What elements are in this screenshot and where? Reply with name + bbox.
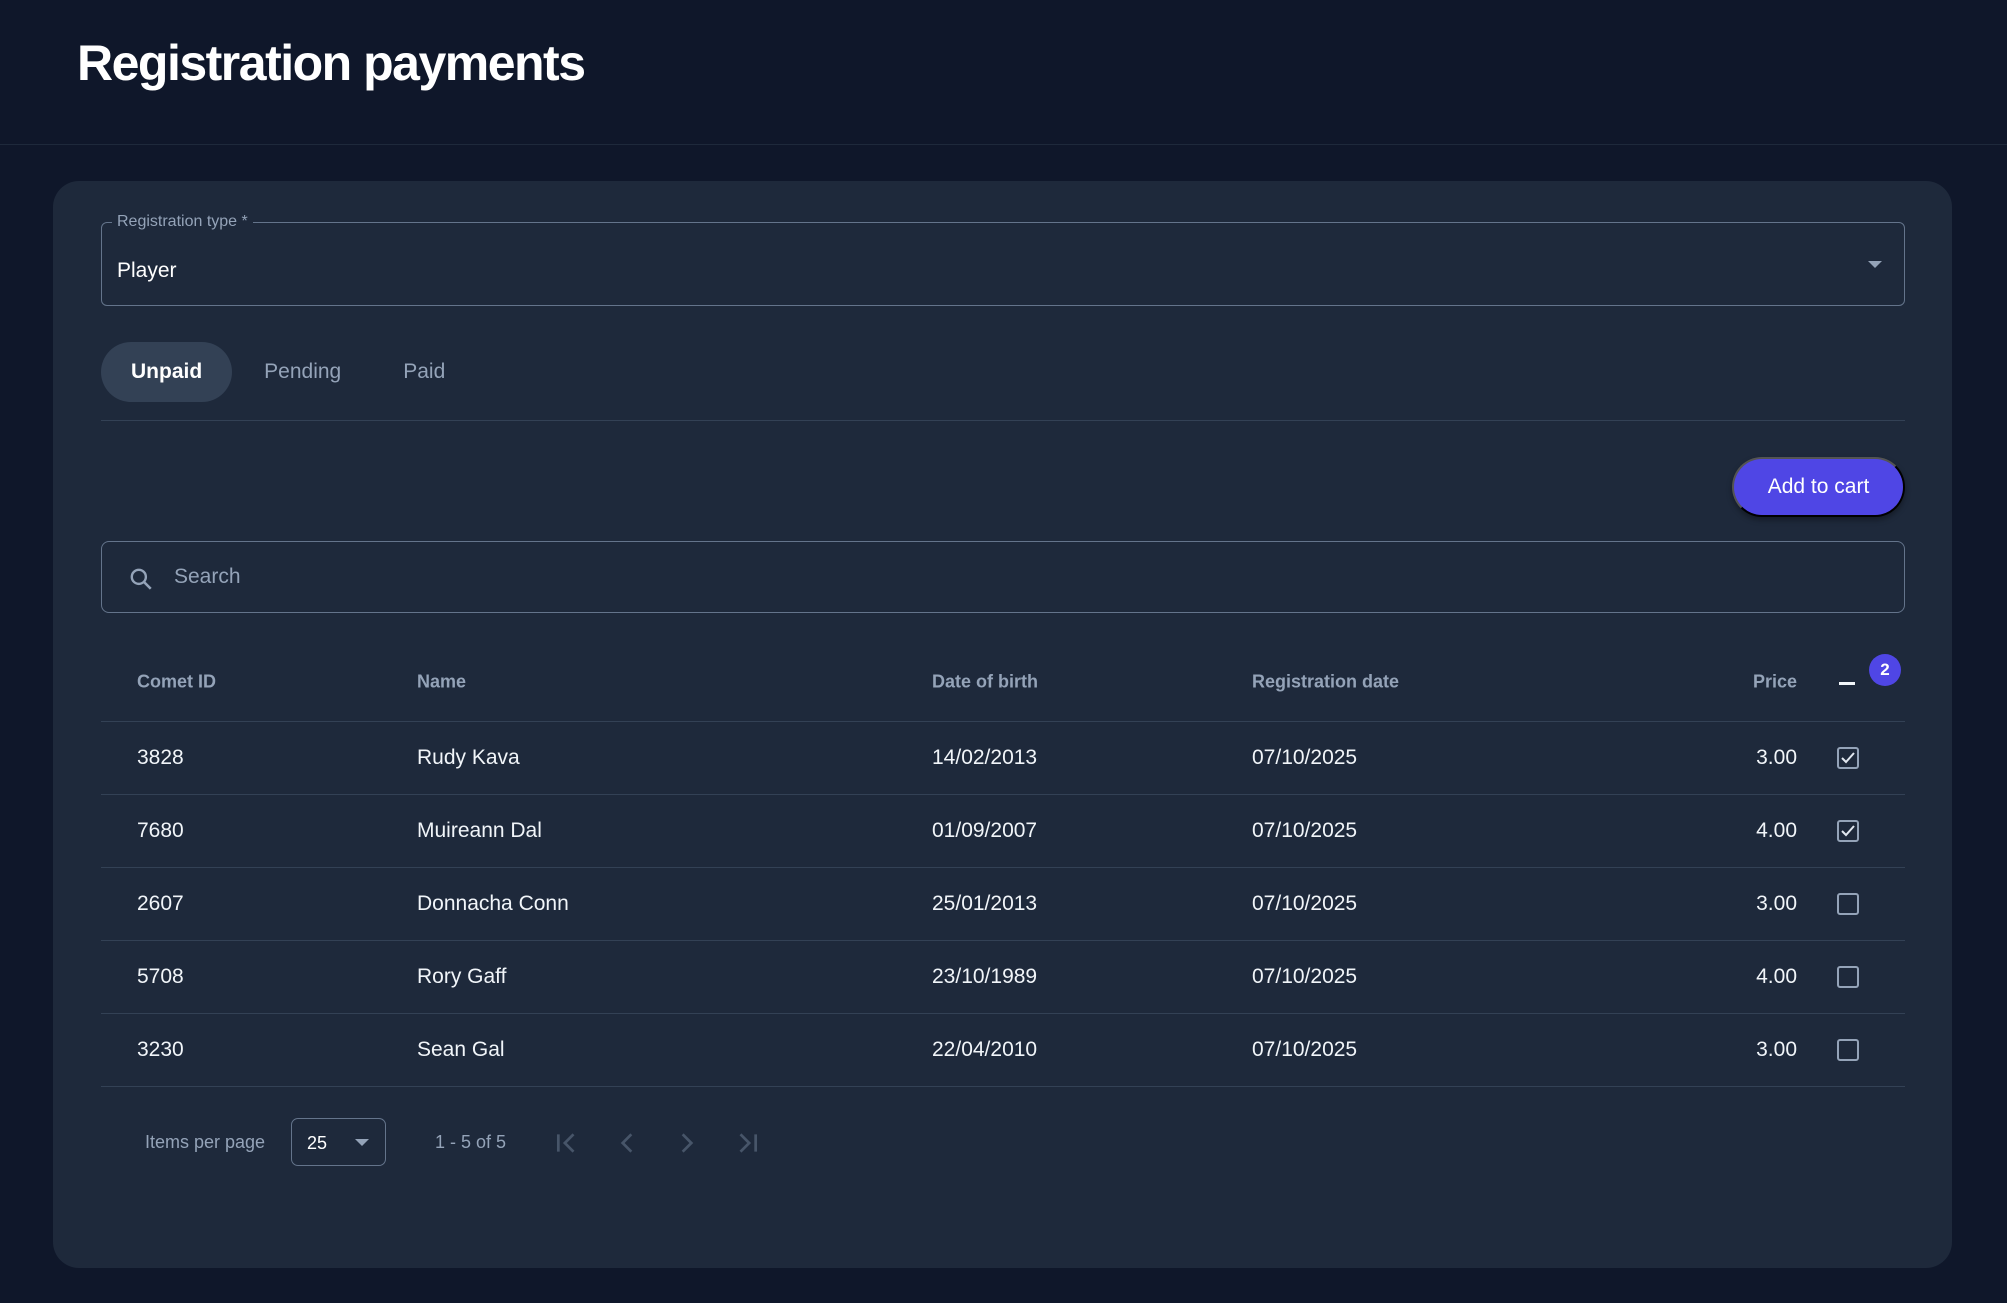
cell-registration-date: 07/10/2025 xyxy=(1252,746,1358,769)
row-checkbox[interactable] xyxy=(1837,747,1859,769)
next-page-icon[interactable] xyxy=(674,1130,700,1156)
cell-name: Rory Gaff xyxy=(417,965,507,988)
tab-unpaid[interactable]: Unpaid xyxy=(101,342,233,402)
row-checkbox[interactable] xyxy=(1837,820,1859,842)
table-row[interactable]: 3230 Sean Gal 22/04/2010 07/10/2025 3.00 xyxy=(101,1014,1905,1087)
cell-name: Rudy Kava xyxy=(417,746,520,769)
cell-registration-date: 07/10/2025 xyxy=(1252,819,1358,842)
table-header-row: Comet ID Name Date of birth Registration… xyxy=(101,642,1905,722)
cell-price: 3.00 xyxy=(1756,892,1797,915)
cell-comet-id: 3828 xyxy=(137,746,184,769)
paginator: Items per page 25 1 - 5 of 5 xyxy=(101,1118,1905,1166)
cell-name: Donnacha Conn xyxy=(417,892,569,915)
header-comet-id[interactable]: Comet ID xyxy=(137,671,217,691)
header-name[interactable]: Name xyxy=(417,671,467,691)
status-tabs: Unpaid Pending Paid xyxy=(101,342,475,402)
row-checkbox[interactable] xyxy=(1837,966,1859,988)
registration-type-select[interactable]: Registration type * Player xyxy=(101,213,1905,306)
row-checkbox[interactable] xyxy=(1837,893,1859,915)
page-title: Registration payments xyxy=(77,35,586,91)
row-checkbox[interactable] xyxy=(1837,1039,1859,1061)
header-registration-date[interactable]: Registration date xyxy=(1252,671,1400,691)
registration-type-label: Registration type * xyxy=(112,213,253,231)
header-price[interactable]: Price xyxy=(1752,671,1797,691)
registrations-table: Comet ID Name Date of birth Registration… xyxy=(101,642,1905,1087)
selected-count-badge: 2 xyxy=(1869,654,1901,686)
dropdown-caret-icon xyxy=(1868,261,1882,268)
cell-registration-date: 07/10/2025 xyxy=(1252,892,1358,915)
cell-price: 4.00 xyxy=(1756,965,1797,988)
first-page-icon[interactable] xyxy=(554,1130,580,1156)
cell-dob: 01/09/2007 xyxy=(932,819,1038,842)
tabs-divider xyxy=(101,420,1905,421)
cell-dob: 25/01/2013 xyxy=(932,892,1038,915)
search-box[interactable] xyxy=(101,541,1905,613)
table-row[interactable]: 5708 Rory Gaff 23/10/1989 07/10/2025 4.0… xyxy=(101,941,1905,1014)
header-divider xyxy=(0,144,2007,145)
items-per-page-value: 25 xyxy=(307,1133,328,1153)
dropdown-caret-icon xyxy=(355,1139,369,1146)
cell-registration-date: 07/10/2025 xyxy=(1252,965,1358,988)
cell-name: Sean Gal xyxy=(417,1038,505,1061)
tab-pending[interactable]: Pending xyxy=(264,360,342,383)
cell-price: 4.00 xyxy=(1756,819,1797,842)
cell-comet-id: 7680 xyxy=(137,819,184,842)
registration-type-value: Player xyxy=(117,259,177,282)
cell-comet-id: 3230 xyxy=(137,1038,184,1061)
check-icon xyxy=(1841,752,1855,764)
cell-comet-id: 5708 xyxy=(137,965,184,988)
cell-dob: 23/10/1989 xyxy=(932,965,1038,988)
cell-price: 3.00 xyxy=(1756,1038,1797,1061)
items-per-page-label: Items per page xyxy=(145,1132,266,1152)
search-icon xyxy=(130,568,152,590)
tab-paid[interactable]: Paid xyxy=(403,360,446,383)
table-row[interactable]: 7680 Muireann Dal 01/09/2007 07/10/2025 … xyxy=(101,795,1905,868)
search-input[interactable] xyxy=(174,542,1774,612)
items-per-page-select[interactable]: 25 xyxy=(291,1118,386,1166)
last-page-icon[interactable] xyxy=(734,1130,760,1156)
select-all-checkbox[interactable] xyxy=(1839,681,1855,685)
header-dob[interactable]: Date of birth xyxy=(932,671,1038,691)
check-icon xyxy=(1841,825,1855,837)
cell-dob: 22/04/2010 xyxy=(932,1038,1038,1061)
payments-card: Registration type * Player Unpaid Pendin… xyxy=(53,181,1952,1268)
cell-dob: 14/02/2013 xyxy=(932,746,1038,769)
table-row[interactable]: 3828 Rudy Kava 14/02/2013 07/10/2025 3.0… xyxy=(101,722,1905,795)
cell-registration-date: 07/10/2025 xyxy=(1252,1038,1358,1061)
cell-name: Muireann Dal xyxy=(417,819,542,842)
add-to-cart-button[interactable]: Add to cart xyxy=(1732,457,1905,517)
cell-comet-id: 2607 xyxy=(137,892,184,915)
previous-page-icon[interactable] xyxy=(614,1130,640,1156)
cell-price: 3.00 xyxy=(1756,746,1797,769)
page-range: 1 - 5 of 5 xyxy=(435,1132,507,1152)
table-row[interactable]: 2607 Donnacha Conn 25/01/2013 07/10/2025… xyxy=(101,868,1905,941)
